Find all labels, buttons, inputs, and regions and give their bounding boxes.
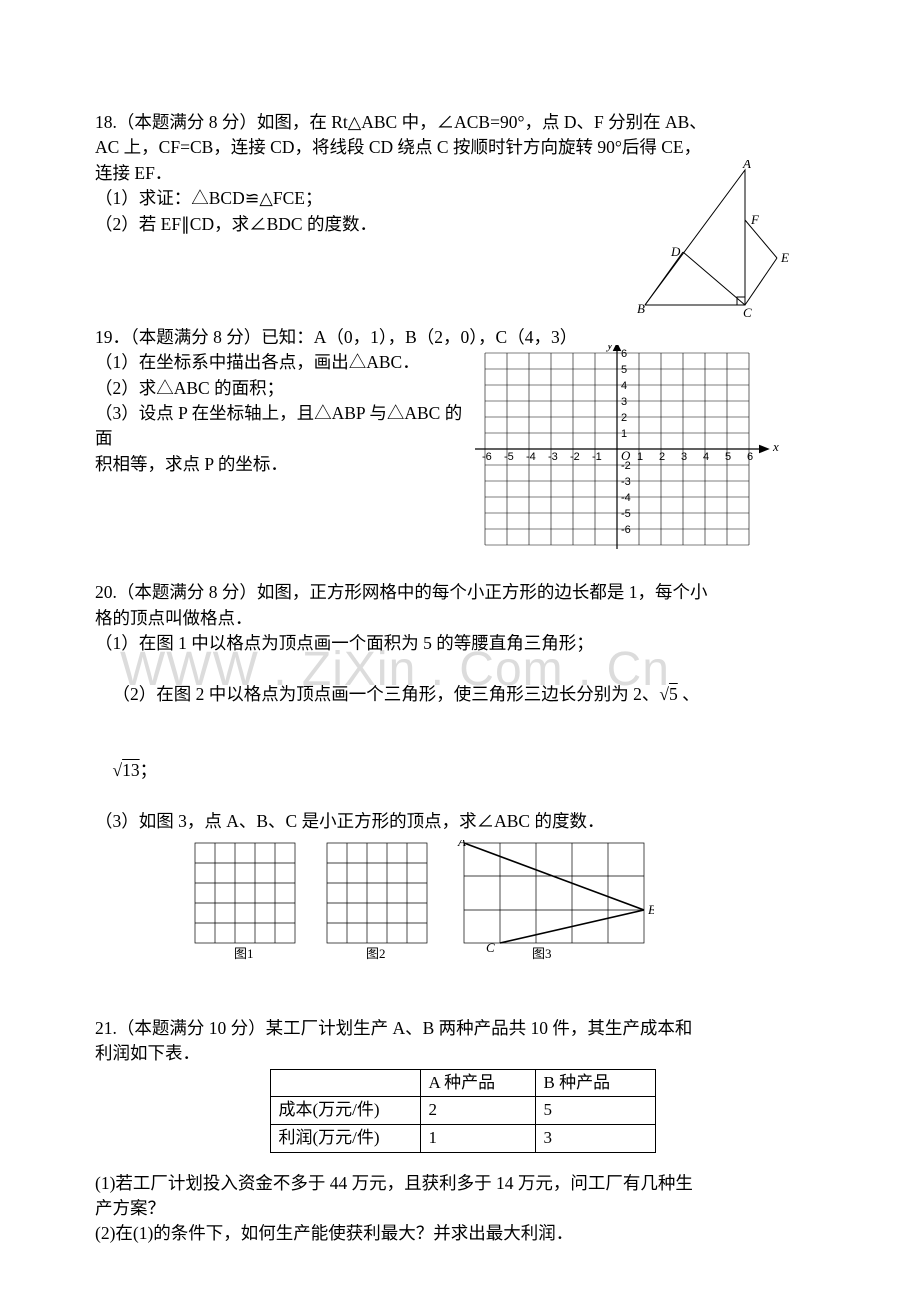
q20-part3: （3）如图 3，点 A、B、C 是小正方形的顶点，求∠ABC 的度数． xyxy=(95,809,830,834)
svg-text:O: O xyxy=(621,448,631,463)
svg-text:3: 3 xyxy=(681,451,687,463)
q20-fig1: 图1 xyxy=(190,840,300,960)
svg-text:y: y xyxy=(605,345,613,352)
q20-line1: 20.（本题满分 8 分）如图，正方形网格中的每个小正方形的边长都是 1，每个小 xyxy=(95,580,830,605)
q21-part2: (2)在(1)的条件下，如何生产能使获利最大？并求出最大利润． xyxy=(95,1221,830,1246)
svg-text:D: D xyxy=(670,244,681,259)
svg-text:5: 5 xyxy=(621,364,627,376)
question-20: 20.（本题满分 8 分）如图，正方形网格中的每个小正方形的边长都是 1，每个小… xyxy=(95,580,830,960)
svg-text:2: 2 xyxy=(621,412,627,424)
q20-part1: （1）在图 1 中以格点为顶点画一个面积为 5 的等腰直角三角形； xyxy=(95,631,830,656)
q21-line1: 21.（本题满分 10 分）某工厂计划生产 A、B 两种产品共 10 件，其生产… xyxy=(95,1016,830,1041)
svg-text:-6: -6 xyxy=(482,451,492,463)
q21-line2: 利润如下表． xyxy=(95,1041,830,1066)
svg-text:A: A xyxy=(457,840,466,849)
svg-text:-5: -5 xyxy=(621,508,631,520)
q21-part1b: 产方案？ xyxy=(95,1196,830,1221)
svg-text:E: E xyxy=(780,250,789,265)
svg-text:A: A xyxy=(742,160,751,171)
q21-part1a: (1)若工厂计划投入资金不多于 44 万元，且获利多于 14 万元，问工厂有几种… xyxy=(95,1171,830,1196)
svg-text:-1: -1 xyxy=(592,451,602,463)
svg-text:1: 1 xyxy=(621,428,627,440)
q18-line1: 18.（本题满分 8 分）如图，在 Rt△ABC 中，∠ACB=90°，点 D、… xyxy=(95,110,830,135)
question-19: 19．（本题满分 8 分）已知：A（0，1），B（2，0），C（4，3） （1）… xyxy=(95,325,830,477)
table-cell: 2 xyxy=(420,1097,535,1125)
svg-text:C: C xyxy=(743,305,752,320)
svg-text:1: 1 xyxy=(637,451,643,463)
svg-text:-4: -4 xyxy=(526,451,536,463)
svg-text:-3: -3 xyxy=(548,451,558,463)
svg-text:-4: -4 xyxy=(621,492,631,504)
svg-text:B: B xyxy=(637,301,645,316)
svg-text:-3: -3 xyxy=(621,476,631,488)
svg-text:-2: -2 xyxy=(570,451,580,463)
q20-fig3: A B C 图3 xyxy=(454,840,654,960)
q20-line2: 格的顶点叫做格点． xyxy=(95,606,830,631)
table-cell: 1 xyxy=(420,1124,535,1152)
table-cell: A 种产品 xyxy=(420,1069,535,1097)
svg-text:-5: -5 xyxy=(504,451,514,463)
svg-text:图1: 图1 xyxy=(234,946,254,960)
svg-text:图3: 图3 xyxy=(532,946,552,960)
q19-grid: -6-5 -4-3 -2-1 12 34 56 65 43 21 -2-3 -4… xyxy=(465,345,795,555)
table-cell: 成本(万元/件) xyxy=(270,1097,420,1125)
table-cell: 5 xyxy=(535,1097,655,1125)
q19-part3a: （3）设点 P 在坐标轴上，且△ABP 与△ABC 的面 xyxy=(95,401,475,452)
svg-text:6: 6 xyxy=(621,348,627,360)
q18-figure: A B C D E F xyxy=(615,160,795,320)
svg-text:B: B xyxy=(648,902,654,917)
q20-part2: （2）在图 2 中以格点为顶点画一个三角形，使三角形三边长分别为 2、√5 、 xyxy=(95,656,830,732)
page-content: 18.（本题满分 8 分）如图，在 Rt△ABC 中，∠ACB=90°，点 D、… xyxy=(95,110,830,1247)
svg-text:x: x xyxy=(772,439,779,454)
table-cell: 利润(万元/件) xyxy=(270,1124,420,1152)
svg-text:4: 4 xyxy=(703,451,709,463)
question-21: 21.（本题满分 10 分）某工厂计划生产 A、B 两种产品共 10 件，其生产… xyxy=(95,1016,830,1247)
q20-fig2: 图2 xyxy=(322,840,432,960)
q18-line2: AC 上，CF=CB，连接 CD，将线段 CD 绕点 C 按顺时针方向旋转 90… xyxy=(95,135,830,160)
svg-text:4: 4 xyxy=(621,380,627,392)
table-cell: 3 xyxy=(535,1124,655,1152)
svg-text:F: F xyxy=(750,212,760,227)
q20-part2b: √13； xyxy=(95,732,830,808)
svg-text:C: C xyxy=(486,940,495,955)
svg-text:2: 2 xyxy=(659,451,665,463)
question-18: 18.（本题满分 8 分）如图，在 Rt△ABC 中，∠ACB=90°，点 D、… xyxy=(95,110,830,237)
svg-text:图2: 图2 xyxy=(366,946,386,960)
svg-text:5: 5 xyxy=(725,451,731,463)
svg-text:-6: -6 xyxy=(621,524,631,536)
q21-table: A 种产品 B 种产品 成本(万元/件) 2 5 利润(万元/件) 1 3 xyxy=(270,1069,656,1153)
svg-text:3: 3 xyxy=(621,396,627,408)
svg-text:6: 6 xyxy=(747,451,753,463)
table-cell: B 种产品 xyxy=(535,1069,655,1097)
table-cell xyxy=(270,1069,420,1097)
